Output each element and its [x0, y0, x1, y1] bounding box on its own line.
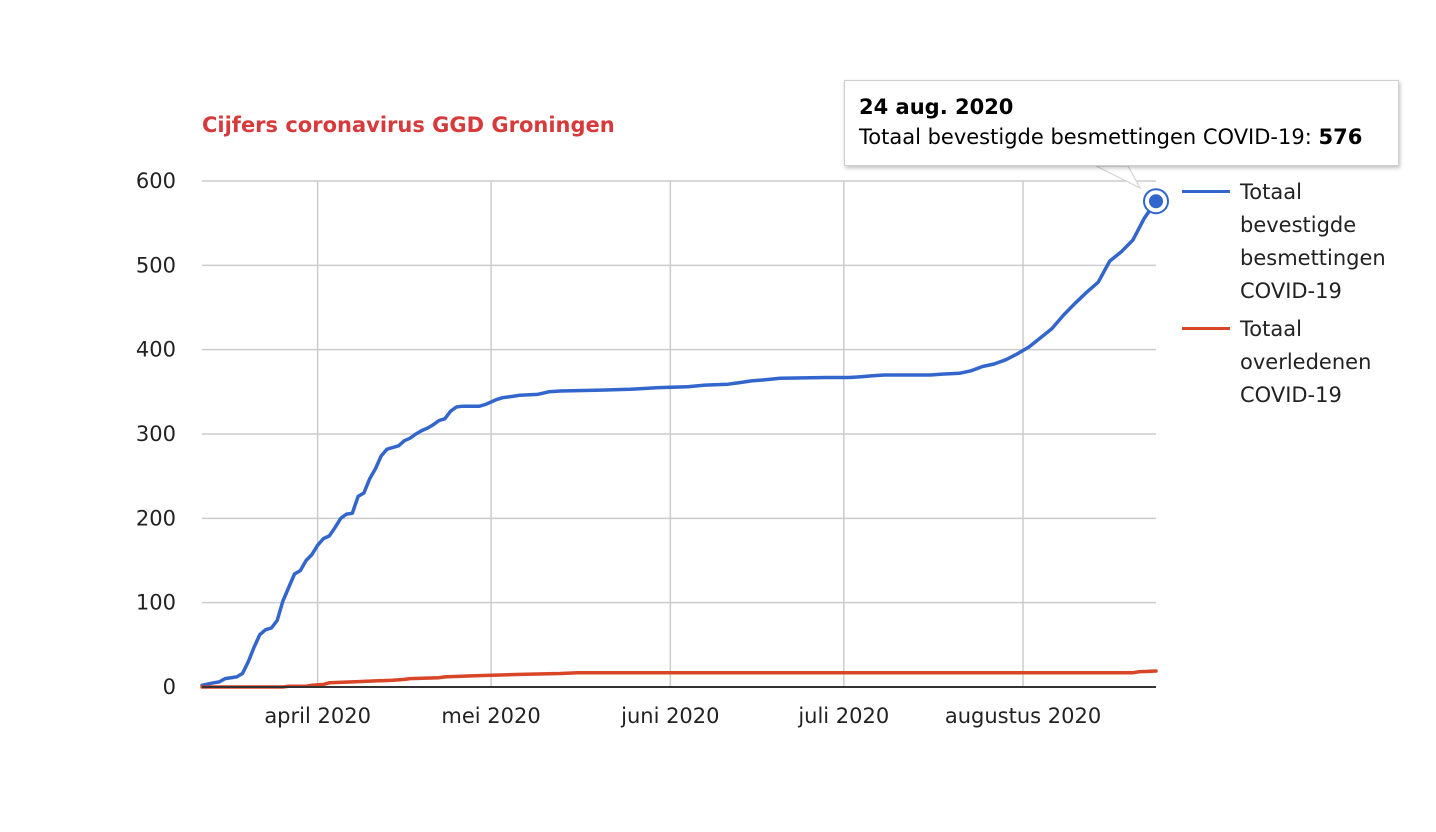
- legend-label-deaths: Totaal overledenen COVID-19: [1240, 317, 1372, 407]
- x-tick-label: mei 2020: [441, 704, 540, 728]
- x-tick-label: juli 2020: [797, 704, 889, 728]
- tooltip-date: 24 aug. 2020: [859, 95, 1014, 119]
- hover-marker: [1095, 165, 1169, 215]
- gridlines: [202, 180, 1156, 687]
- y-tick-label: 600: [136, 169, 176, 193]
- y-axis-labels: 0 100 200 300 400 500 600: [136, 169, 176, 699]
- legend-item-deaths[interactable]: Totaal overledenen COVID-19: [1182, 313, 1400, 412]
- tooltip-label: Totaal bevestigde besmettingen COVID-19:: [859, 125, 1312, 149]
- legend-swatch-confirmed: [1182, 190, 1230, 193]
- y-tick-label: 500: [136, 253, 176, 277]
- y-tick-label: 400: [136, 338, 176, 362]
- series-lines: [200, 199, 1158, 689]
- tooltip-value: 576: [1318, 125, 1363, 149]
- legend-swatch-deaths: [1182, 327, 1230, 330]
- y-tick-label: 100: [136, 591, 176, 615]
- tooltip-line: Totaal bevestigde besmettingen COVID-19:…: [859, 121, 1384, 153]
- series-line-confirmed: [200, 199, 1158, 688]
- x-tick-label: juni 2020: [620, 704, 719, 728]
- hover-marker-point[interactable]: [1149, 194, 1163, 209]
- legend-item-confirmed[interactable]: Totaal bevestigde besmettingen COVID-19: [1182, 176, 1400, 308]
- tooltip-pointer: [1095, 165, 1142, 190]
- x-axis-labels: april 2020 mei 2020 juni 2020 juli 2020 augu…: [264, 704, 1101, 728]
- chart-title: Cijfers coronavirus GGD Groningen: [202, 113, 615, 137]
- y-tick-label: 0: [163, 675, 176, 699]
- y-tick-label: 200: [136, 506, 176, 530]
- tooltip: 24 aug. 2020 Totaal bevestigde besmettin…: [844, 80, 1399, 166]
- x-tick-label: augustus 2020: [945, 704, 1101, 728]
- y-tick-label: 300: [136, 422, 176, 446]
- series-line-deaths: [200, 669, 1158, 689]
- x-tick-label: april 2020: [264, 704, 371, 728]
- legend-label-confirmed: Totaal bevestigde besmettingen COVID-19: [1240, 180, 1386, 303]
